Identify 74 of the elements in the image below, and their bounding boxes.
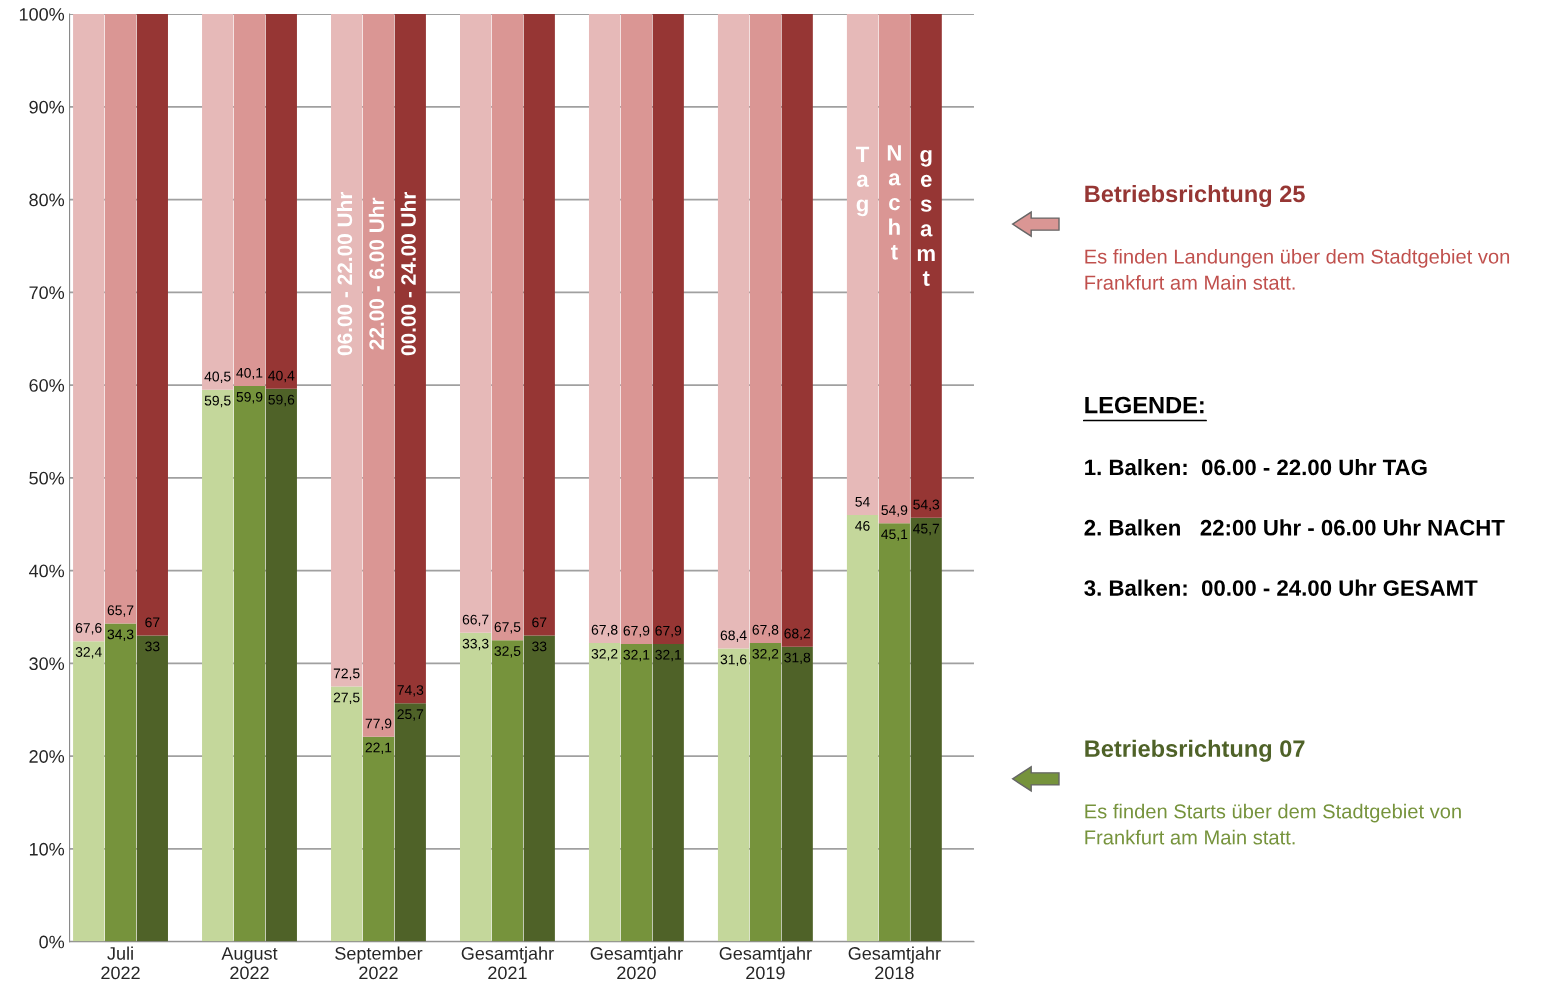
data-label: 72,5 (333, 668, 360, 680)
x-tick-label: August 2022 (221, 947, 278, 980)
data-label: 40,5 (204, 371, 231, 384)
data-label: 33 (145, 641, 160, 652)
y-tick-label: 60% (29, 379, 65, 392)
data-label: 67,8 (752, 624, 779, 637)
data-label: 46 (855, 520, 870, 531)
annotation: Nacht (887, 145, 901, 260)
data-label: 68,4 (720, 630, 747, 642)
text: Es finden Starts über dem Stadtgebiet von Frankfurt am Main statt. (1085, 803, 1461, 845)
text: Betriebsrichtung 07 (1085, 739, 1305, 762)
data-label: 54,9 (881, 505, 908, 517)
data-label: 22,1 (365, 742, 392, 755)
text: 2. Balken 22:00 Uhr - 06.00 Uhr NACHT (1084, 519, 1505, 536)
text: 3. Balken: 00.00 - 24.00 Uhr GESAMT (1084, 579, 1478, 596)
data-label: 67,5 (494, 622, 521, 634)
data-label: 25,7 (397, 709, 424, 721)
data-label: 59,6 (268, 394, 295, 407)
data-label: 54,3 (913, 499, 940, 512)
x-tick-label: Gesamtjahr 2018 (848, 946, 941, 980)
annotation: 00.00 - 24.00 Uhr (400, 191, 416, 356)
data-label: 32,4 (75, 647, 102, 659)
text: Betriebsrichtung 25 (1085, 184, 1305, 208)
data-label: 67,8 (591, 624, 618, 637)
y-tick-label: 100% (19, 8, 65, 21)
data-label: 59,9 (236, 391, 263, 404)
data-label: 67,9 (623, 625, 650, 638)
text: 1. Balken: 06.00 - 22.00 Uhr TAG (1085, 458, 1427, 476)
x-tick-label: Juli 2022 (101, 946, 140, 980)
annotation: 22.00 - 6.00 Uhr (368, 197, 385, 350)
x-tick-label: Gesamtjahr 2020 (590, 946, 683, 980)
text: LEGENDE: (1085, 396, 1204, 414)
x-tick-label: Gesamtjahr 2021 (461, 946, 554, 980)
text: Es finden Landungen über dem Stadtgebiet von Frankfurt am Main statt. (1085, 248, 1510, 290)
data-label: 31,6 (720, 654, 747, 666)
data-label: 32,1 (623, 649, 650, 662)
y-tick-label: 10% (29, 842, 65, 856)
y-tick-label: 90% (29, 100, 65, 114)
data-label: 32,1 (655, 649, 682, 662)
data-label: 45,1 (881, 529, 908, 541)
data-label: 67 (532, 617, 547, 628)
data-label: 33 (532, 641, 547, 652)
data-label: 77,9 (365, 718, 392, 731)
y-tick-label: 80% (29, 193, 65, 207)
data-label: 67,6 (75, 622, 102, 635)
data-label: 32,5 (494, 646, 521, 658)
annotation: 06.00 - 22.00 Uhr (336, 191, 353, 356)
x-tick-label: Gesamtjahr 2019 (719, 946, 812, 980)
data-label: 40,1 (236, 367, 263, 380)
y-tick-label: 30% (29, 657, 65, 671)
data-label: 33,3 (462, 638, 489, 651)
data-label: 54 (855, 496, 870, 507)
data-label: 66,7 (462, 614, 489, 627)
data-label: 67 (145, 617, 160, 628)
y-tick-label: 20% (29, 750, 65, 763)
data-label: 45,7 (913, 523, 940, 536)
data-label: 32,2 (752, 648, 779, 661)
annotation: gesamt (917, 149, 935, 286)
data-label: 74,3 (397, 685, 424, 697)
data-label: 65,7 (107, 605, 134, 617)
data-label: 67,9 (655, 625, 682, 638)
data-label: 59,5 (204, 395, 231, 408)
y-tick-label: 40% (28, 564, 65, 578)
y-tick-label: 0% (39, 935, 65, 949)
annotation: Tag (855, 146, 870, 217)
data-label: 34,3 (107, 629, 134, 641)
data-label: 31,8 (784, 652, 811, 665)
data-label: 27,5 (333, 692, 360, 704)
y-tick-label: 50% (29, 471, 65, 485)
y-tick-label: 70% (29, 286, 65, 300)
data-label: 40,4 (268, 370, 295, 383)
data-label: 32,2 (591, 648, 618, 661)
data-label: 68,2 (784, 628, 811, 641)
x-tick-label: September 2022 (335, 946, 423, 980)
